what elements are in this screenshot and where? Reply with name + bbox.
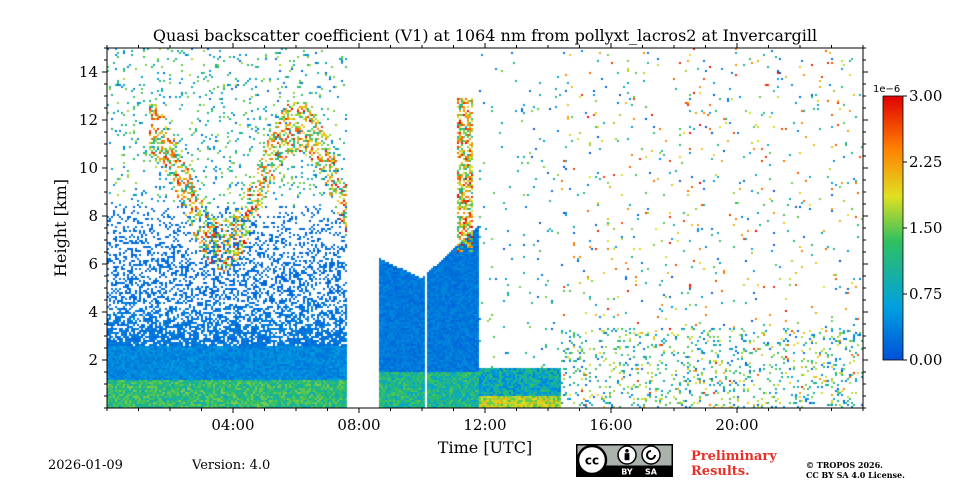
- y-tick-label: 2: [88, 351, 98, 369]
- colorbar-tick-label: 2.25: [909, 153, 942, 171]
- x-tick-label: 16:00: [589, 416, 632, 434]
- colorbar: [882, 95, 904, 361]
- by-icon-body: [624, 453, 630, 461]
- sa-icon-arrow: [646, 450, 656, 460]
- by-icon-head: [625, 449, 629, 453]
- x-axis: 04:00 08:00 12:00 16:00 20:00: [106, 43, 864, 434]
- cc-icon-label: cc: [585, 454, 599, 468]
- x-axis-label: Time [UTC]: [438, 438, 532, 457]
- x-tick-label: 08:00: [337, 416, 380, 434]
- copyright-line2: CC BY SA 4.0 License.: [806, 470, 905, 480]
- x-tick-label: 20:00: [715, 416, 758, 434]
- colorbar-tick-label: 1.50: [909, 219, 942, 237]
- heatmap-image: [107, 48, 863, 408]
- footer-date: 2026-01-09: [48, 458, 123, 473]
- by-label: BY: [621, 468, 633, 477]
- y-axis: 2 4 6 8 10 12 14: [79, 47, 868, 409]
- sa-label: SA: [645, 468, 658, 477]
- y-tick-label: 6: [88, 255, 98, 273]
- chart-title: Quasi backscatter coefficient (V1) at 10…: [153, 26, 817, 45]
- copyright-line1: © TROPOS 2026.: [806, 460, 883, 470]
- heatmap-area: [107, 48, 863, 408]
- colorbar-tick-label: 0.75: [909, 285, 942, 303]
- colorbar-tick-label: 3.00: [909, 87, 942, 105]
- colorbar-tick-label: 0.00: [909, 351, 942, 369]
- preliminary-line2: Results.: [691, 464, 750, 479]
- y-tick-label: 4: [88, 303, 98, 321]
- colorbar-ticks: 0.00 0.75 1.50 2.25 3.00: [903, 87, 942, 369]
- sa-icon: [641, 445, 661, 465]
- cc-icon: [576, 444, 608, 476]
- y-tick-label: 8: [88, 207, 98, 225]
- y-axis-label: Height [km]: [51, 179, 70, 277]
- y-tick-label: 12: [79, 111, 98, 129]
- preliminary-note: Preliminary Results.: [691, 449, 777, 479]
- y-tick-label: 14: [79, 63, 98, 81]
- x-tick-label: 04:00: [211, 416, 254, 434]
- preliminary-line1: Preliminary: [691, 449, 777, 464]
- footer-version: Version: 4.0: [192, 458, 271, 473]
- x-tick-label: 12:00: [463, 416, 506, 434]
- cc-license-badge: cc BY SA: [576, 444, 673, 477]
- copyright-note: © TROPOS 2026. CC BY SA 4.0 License.: [806, 460, 905, 480]
- colorbar-exponent: 1e−6: [873, 84, 900, 95]
- y-tick-label: 10: [79, 159, 98, 177]
